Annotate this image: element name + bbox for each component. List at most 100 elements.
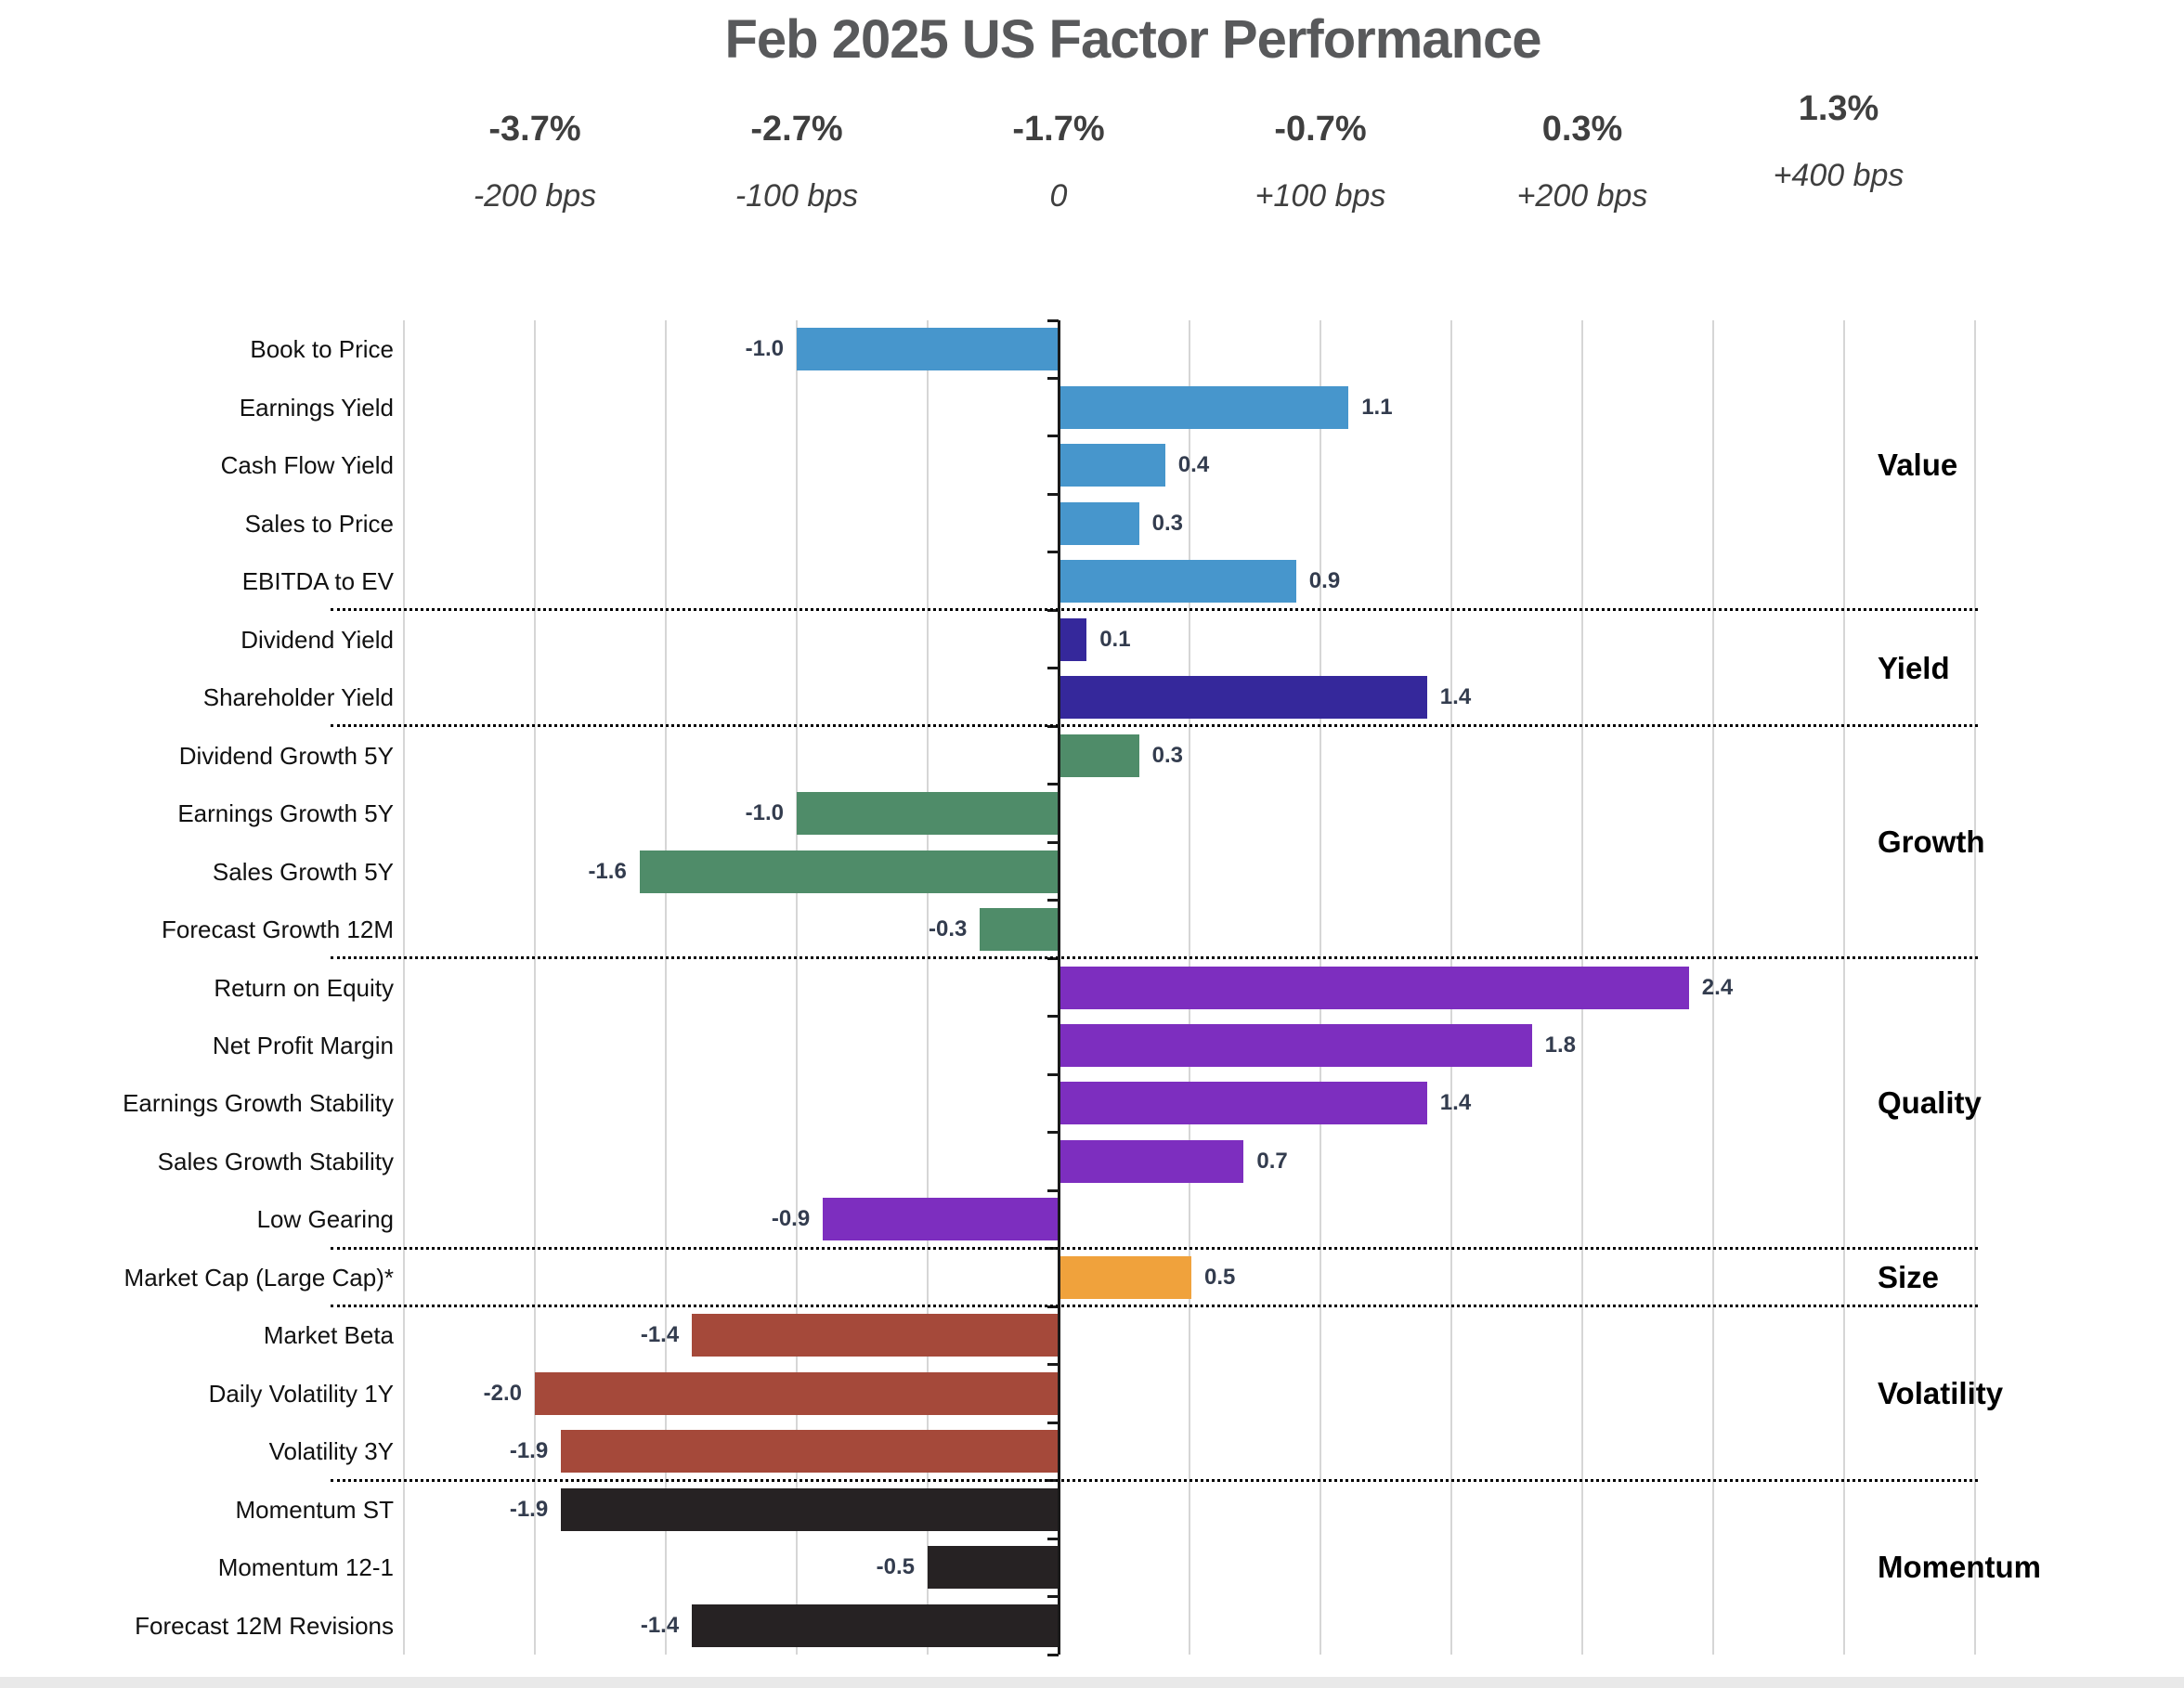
axis-tick	[1047, 376, 1059, 380]
axis-tick	[1047, 667, 1059, 670]
value-label-market-cap-large-cap: 0.5	[1204, 1264, 1236, 1290]
axis-tick	[1047, 1537, 1059, 1540]
value-label-earnings-yield: 1.1	[1361, 394, 1393, 420]
value-label-dividend-growth-5y: 0.3	[1151, 742, 1183, 768]
axis-bps-label: -200 bps	[473, 178, 597, 214]
row-label-momentum-st: Momentum ST	[235, 1495, 395, 1524]
group-label-yield: Yield	[1878, 650, 1950, 685]
axis-bps-label: +200 bps	[1516, 178, 1648, 214]
value-label-low-gearing: -0.9	[771, 1206, 811, 1232]
axis-tick	[1047, 1188, 1059, 1192]
axis-bps-label: +100 bps	[1254, 178, 1386, 214]
bar-dividend-growth-5y	[1060, 734, 1139, 777]
row-label-momentum-12-1: Momentum 12-1	[217, 1553, 394, 1582]
row-label-low-gearing: Low Gearing	[256, 1205, 394, 1234]
group-label-quality: Quality	[1878, 1085, 1982, 1121]
axis-tick	[1047, 1072, 1059, 1076]
bar-net-profit-margin	[1060, 1023, 1532, 1067]
bar-sales-growth-5y	[639, 850, 1059, 893]
bar-market-cap-large-cap	[1060, 1255, 1191, 1299]
gridline	[403, 320, 405, 1655]
axis-percent-label: -3.7%	[488, 110, 581, 149]
row-label-forecast-12m-revisions: Forecast 12M Revisions	[135, 1611, 394, 1640]
row-label-market-cap-large-cap: Market Cap (Large Cap)*	[124, 1263, 394, 1292]
axis-tick	[1047, 435, 1059, 438]
value-label-daily-volatility-1y: -2.0	[483, 1380, 522, 1406]
axis-tick	[1047, 1131, 1059, 1135]
value-label-sales-growth-5y: -1.6	[588, 858, 627, 884]
row-label-shareholder-yield: Shareholder Yield	[202, 683, 394, 712]
group-label-volatility: Volatility	[1878, 1375, 2004, 1410]
row-label-dividend-yield: Dividend Yield	[240, 625, 394, 654]
bar-market-beta	[692, 1314, 1059, 1357]
row-label-market-beta: Market Beta	[263, 1321, 394, 1350]
row-label-cash-flow-yield: Cash Flow Yield	[220, 451, 394, 480]
row-label-earnings-yield: Earnings Yield	[239, 393, 394, 422]
axis-bps-label: +400 bps	[1773, 158, 1904, 193]
bar-volatility-3y	[561, 1430, 1059, 1474]
value-label-momentum-12-1: -0.5	[876, 1554, 915, 1580]
row-label-daily-volatility-1y: Daily Volatility 1Y	[208, 1379, 394, 1408]
value-label-cash-flow-yield: 0.4	[1177, 452, 1210, 478]
bar-sales-growth-stability	[1060, 1139, 1244, 1183]
row-label-net-profit-margin: Net Profit Margin	[212, 1031, 394, 1059]
value-label-momentum-st: -1.9	[509, 1496, 549, 1522]
bar-earnings-yield	[1060, 385, 1349, 429]
gridline	[1843, 320, 1845, 1655]
bar-low-gearing	[823, 1198, 1059, 1241]
group-separator	[331, 1305, 1978, 1308]
zero-axis	[1057, 320, 1060, 1655]
axis-tick	[1047, 899, 1059, 902]
group-label-growth: Growth	[1878, 825, 1985, 860]
row-label-return-on-equity: Return on Equity	[214, 973, 394, 1002]
value-label-sales-to-price: 0.3	[1151, 510, 1183, 536]
axis-tick	[1047, 1653, 1059, 1656]
value-label-forecast-growth-12m: -0.3	[929, 916, 968, 942]
bar-momentum-12-1	[928, 1546, 1059, 1590]
axis-percent-label: -0.7%	[1274, 110, 1367, 149]
row-label-sales-growth-stability: Sales Growth Stability	[157, 1147, 394, 1175]
axis-tick	[1047, 840, 1059, 844]
value-label-sales-growth-stability: 0.7	[1256, 1148, 1288, 1174]
value-label-earnings-growth-5y: -1.0	[745, 800, 784, 826]
bar-ebitda-to-ev	[1060, 560, 1296, 604]
gridline	[1712, 320, 1714, 1655]
group-separator	[331, 724, 1978, 728]
group-separator	[331, 1246, 1978, 1250]
axis-percent-label: 1.3%	[1798, 89, 1879, 128]
row-label-volatility-3y: Volatility 3Y	[268, 1437, 394, 1466]
value-label-net-profit-margin: 1.8	[1544, 1032, 1576, 1058]
axis-tick	[1047, 1015, 1059, 1019]
value-label-book-to-price: -1.0	[745, 336, 784, 362]
axis-percent-label: -1.7%	[1012, 110, 1105, 149]
value-label-shareholder-yield: 1.4	[1439, 684, 1472, 710]
gridline	[1974, 320, 1976, 1655]
bar-shareholder-yield	[1060, 676, 1427, 720]
axis-tick	[1047, 492, 1059, 496]
bar-forecast-growth-12m	[980, 908, 1059, 952]
axis-tick	[1047, 1595, 1059, 1599]
value-label-earnings-growth-stability: 1.4	[1439, 1090, 1472, 1116]
value-label-forecast-12m-revisions: -1.4	[640, 1612, 680, 1638]
bar-earnings-growth-5y	[797, 792, 1059, 836]
group-label-value: Value	[1878, 448, 1958, 483]
axis-tick	[1047, 783, 1059, 786]
group-separator	[331, 608, 1978, 612]
chart-title: Feb 2025 US Factor Performance	[724, 9, 1541, 70]
value-label-volatility-3y: -1.9	[509, 1438, 549, 1464]
value-label-return-on-equity: 2.4	[1701, 974, 1734, 1000]
bar-cash-flow-yield	[1060, 444, 1165, 487]
row-label-earnings-growth-stability: Earnings Growth Stability	[123, 1089, 394, 1118]
gridline	[927, 320, 929, 1655]
axis-bps-label: 0	[1049, 178, 1068, 214]
bar-forecast-12m-revisions	[692, 1604, 1059, 1647]
row-label-earnings-growth-5y: Earnings Growth 5Y	[177, 799, 394, 828]
bar-sales-to-price	[1060, 501, 1139, 545]
value-label-ebitda-to-ev: 0.9	[1308, 568, 1341, 594]
axis-tick	[1047, 1421, 1059, 1424]
group-separator	[331, 1478, 1978, 1482]
bar-earnings-growth-stability	[1060, 1082, 1427, 1125]
bar-daily-volatility-1y	[535, 1371, 1059, 1415]
row-label-ebitda-to-ev: EBITDA to EV	[241, 567, 394, 596]
